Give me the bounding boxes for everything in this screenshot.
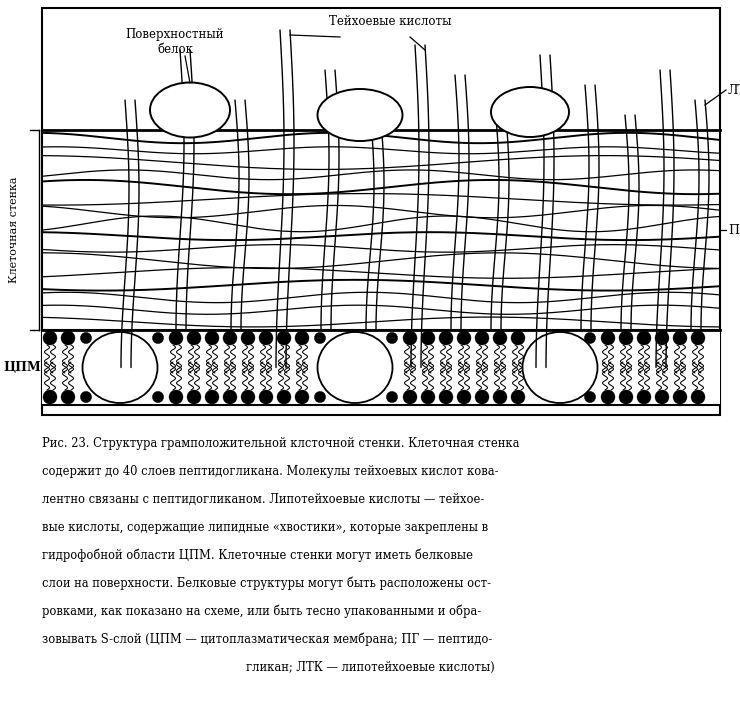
Circle shape: [223, 331, 237, 345]
Circle shape: [673, 331, 687, 345]
Text: Клеточная стенка: Клеточная стенка: [9, 177, 19, 283]
Ellipse shape: [150, 83, 230, 137]
Text: Поверхностный
белок: Поверхностный белок: [126, 28, 224, 56]
Circle shape: [601, 390, 615, 404]
Circle shape: [241, 390, 255, 404]
Circle shape: [655, 331, 669, 345]
Text: ЦПМ: ЦПМ: [3, 361, 41, 374]
Circle shape: [152, 391, 164, 402]
Ellipse shape: [491, 87, 569, 137]
Circle shape: [277, 331, 291, 345]
Circle shape: [655, 390, 669, 404]
Circle shape: [421, 390, 435, 404]
Circle shape: [403, 390, 417, 404]
Circle shape: [691, 331, 705, 345]
Text: лентно связаны с пептидогликаном. Липотейхоевые кислоты — тейхое-: лентно связаны с пептидогликаном. Липоте…: [42, 493, 484, 506]
Circle shape: [475, 390, 489, 404]
Text: гликан; ЛТК — липотейхоевые кислоты): гликан; ЛТК — липотейхоевые кислоты): [246, 661, 494, 674]
Bar: [42, 8, 720, 415]
Circle shape: [169, 390, 183, 404]
Ellipse shape: [82, 330, 158, 405]
Circle shape: [61, 390, 75, 404]
Text: зовывать S-слой (ЦПМ — цитоплазматическая мембрана; ПГ — пептидо-: зовывать S-слой (ЦПМ — цитоплазматическа…: [42, 633, 492, 646]
Circle shape: [403, 331, 417, 345]
Circle shape: [619, 331, 633, 345]
Circle shape: [61, 331, 75, 345]
Circle shape: [439, 390, 453, 404]
Circle shape: [386, 332, 397, 343]
Text: гидрофобной области ЦПМ. Клеточные стенки могут иметь белковые: гидрофобной области ЦПМ. Клеточные стенк…: [42, 549, 473, 562]
Circle shape: [601, 331, 615, 345]
Circle shape: [475, 331, 489, 345]
Circle shape: [511, 390, 525, 404]
Circle shape: [637, 331, 651, 345]
Ellipse shape: [317, 330, 392, 405]
Circle shape: [493, 331, 507, 345]
Circle shape: [386, 391, 397, 402]
Circle shape: [457, 331, 471, 345]
Text: ровками, как показано на схеме, или быть тесно упакованными и обра-: ровками, как показано на схеме, или быть…: [42, 605, 481, 618]
Text: Рис. 23. Структура грамположительной клсточной стенки. Клеточная стенка: Рис. 23. Структура грамположительной клс…: [42, 437, 519, 450]
Circle shape: [493, 390, 507, 404]
Circle shape: [169, 331, 183, 345]
Circle shape: [205, 390, 219, 404]
Ellipse shape: [317, 332, 392, 403]
Circle shape: [259, 331, 273, 345]
Circle shape: [277, 390, 291, 404]
Text: содержит до 40 слоев пептидогликана. Молекулы тейхоевых кислот кова-: содержит до 40 слоев пептидогликана. Мол…: [42, 465, 499, 478]
Text: Тейхоевые кислоты: Тейхоевые кислоты: [329, 15, 451, 28]
Ellipse shape: [522, 332, 597, 403]
Circle shape: [223, 390, 237, 404]
Circle shape: [585, 391, 596, 402]
Circle shape: [619, 390, 633, 404]
Text: ЛТК: ЛТК: [728, 83, 740, 97]
Text: слои на поверхности. Белковые структуры могут быть расположены ост-: слои на поверхности. Белковые структуры …: [42, 577, 491, 590]
Text: ПГ: ПГ: [728, 224, 740, 236]
Bar: [42, 330, 720, 405]
Circle shape: [439, 331, 453, 345]
Circle shape: [314, 391, 326, 402]
Circle shape: [637, 390, 651, 404]
Circle shape: [295, 390, 309, 404]
Circle shape: [187, 390, 201, 404]
Ellipse shape: [522, 330, 597, 405]
Circle shape: [295, 331, 309, 345]
Circle shape: [43, 390, 57, 404]
Circle shape: [314, 332, 326, 343]
Circle shape: [187, 331, 201, 345]
Circle shape: [691, 390, 705, 404]
Circle shape: [585, 332, 596, 343]
Ellipse shape: [317, 89, 403, 141]
Circle shape: [259, 390, 273, 404]
Ellipse shape: [150, 83, 230, 137]
Circle shape: [81, 391, 92, 402]
Circle shape: [152, 332, 164, 343]
Circle shape: [511, 331, 525, 345]
Circle shape: [457, 390, 471, 404]
Circle shape: [241, 331, 255, 345]
Circle shape: [673, 390, 687, 404]
Ellipse shape: [491, 87, 569, 137]
Ellipse shape: [317, 89, 403, 141]
Circle shape: [43, 331, 57, 345]
Ellipse shape: [82, 332, 158, 403]
Circle shape: [81, 332, 92, 343]
Circle shape: [205, 331, 219, 345]
Text: вые кислоты, содержащие липидные «хвостики», которые закреплены в: вые кислоты, содержащие липидные «хвости…: [42, 521, 488, 534]
Circle shape: [421, 331, 435, 345]
